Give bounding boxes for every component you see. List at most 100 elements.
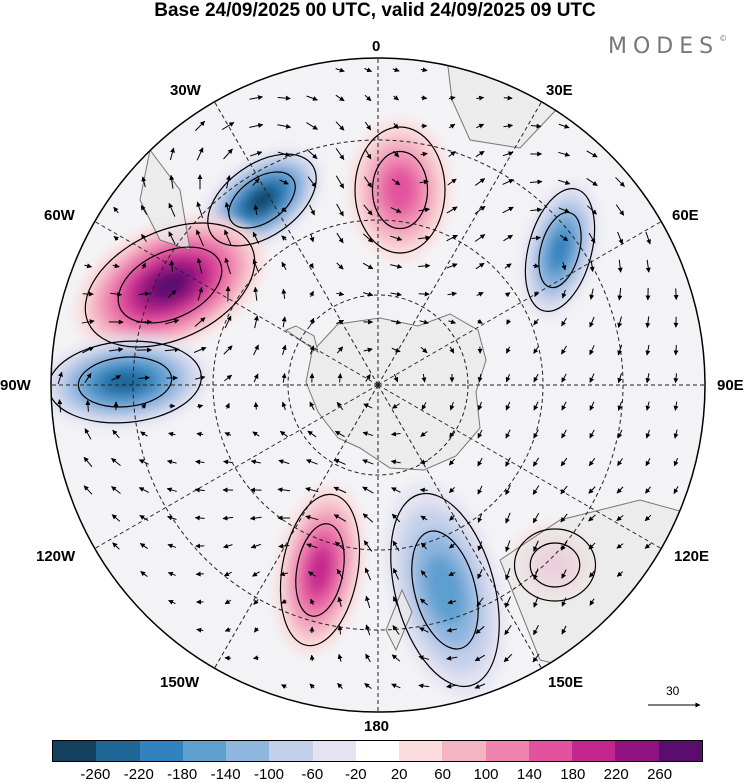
wind-vector <box>505 485 511 496</box>
lon-label-180: 180 <box>364 718 390 735</box>
wind-vector <box>474 654 486 662</box>
wind-vector <box>533 346 539 354</box>
wind-vector <box>253 344 259 356</box>
wind-vector <box>306 122 318 130</box>
streamline-loop <box>538 211 582 289</box>
wind-vector <box>533 373 539 383</box>
wind-vector <box>336 232 344 244</box>
streamline-loop <box>524 188 596 312</box>
wind-vector <box>362 459 374 465</box>
wind-vector <box>196 627 204 633</box>
wind-vector <box>249 515 262 521</box>
wind-vector <box>337 683 343 689</box>
wind-vector <box>644 514 652 522</box>
wind-vector <box>474 683 486 689</box>
wind-vector <box>224 315 232 329</box>
colorbar-tick-label: 260 <box>647 766 673 783</box>
wind-vector <box>420 151 428 157</box>
streamline-loop <box>390 492 500 688</box>
anomaly-south-atlantic-low <box>201 149 323 251</box>
wind-vector <box>335 148 345 161</box>
wind-vector <box>390 431 401 437</box>
wind-vector <box>532 263 540 269</box>
wind-vector <box>333 459 346 465</box>
wind-vector <box>194 375 206 381</box>
wind-vector <box>561 262 567 271</box>
wind-vector <box>673 288 679 301</box>
wind-vector <box>249 95 264 101</box>
wind-vector <box>588 458 596 467</box>
wind-vector <box>446 234 458 242</box>
colorbar-tick-label: -100 <box>253 766 285 783</box>
wind-vector <box>253 599 259 605</box>
wind-vector <box>560 513 568 523</box>
wind-vector <box>250 543 261 549</box>
wind-vector <box>169 147 175 161</box>
wind-vector <box>336 203 344 217</box>
wind-vector <box>141 262 146 270</box>
colorbar-tick-label: 180 <box>560 766 586 783</box>
anomaly-contour <box>151 271 189 299</box>
wind-vector <box>506 319 512 325</box>
wind-vector <box>530 179 543 185</box>
wind-vector <box>364 567 372 581</box>
wind-vector <box>477 401 483 411</box>
wind-vector <box>447 291 457 297</box>
wind-vector <box>168 599 176 605</box>
colorbar-swatch <box>182 741 227 761</box>
wind-vector <box>195 120 205 132</box>
wind-vector <box>364 683 372 689</box>
wind-vector <box>335 121 345 131</box>
wind-vector <box>589 373 595 383</box>
wind-vector <box>533 318 539 326</box>
wind-vector <box>57 371 63 385</box>
wind-vector <box>420 570 428 578</box>
wind-vector <box>305 487 319 493</box>
wind-vector <box>503 234 513 242</box>
wind-vector <box>363 347 373 353</box>
wind-vector <box>589 316 595 328</box>
wind-vector <box>111 375 122 381</box>
wind-vector <box>140 205 148 215</box>
wind-vector <box>252 655 259 661</box>
wind-vector <box>505 429 511 439</box>
wind-vector <box>250 151 263 157</box>
wind-vector <box>476 123 485 129</box>
wind-vector <box>138 487 149 493</box>
wind-vector <box>560 457 568 467</box>
wind-vector <box>365 373 371 382</box>
wind-vector <box>168 431 176 437</box>
wind-vector <box>617 429 623 439</box>
wind-vector <box>617 231 624 245</box>
wind-vector <box>615 177 625 187</box>
wind-vector <box>308 262 314 269</box>
wind-vector <box>645 429 651 439</box>
wind-vector <box>169 174 175 189</box>
wind-vector <box>449 543 455 549</box>
wind-vector <box>418 263 431 269</box>
wind-vector <box>165 318 180 325</box>
wind-vector <box>617 344 623 356</box>
wind-vector <box>645 401 651 411</box>
wind-vector <box>589 429 595 439</box>
wind-vector <box>112 429 120 439</box>
wind-vector <box>532 485 540 495</box>
wind-vector <box>109 347 124 353</box>
wind-vector <box>617 259 623 273</box>
wind-vector <box>306 148 318 160</box>
colorbar-swatch <box>53 741 97 761</box>
wind-vector <box>337 653 343 662</box>
wind-vector <box>277 123 292 129</box>
wind-vector <box>534 291 539 297</box>
wind-vector <box>448 123 456 129</box>
wind-vector <box>221 121 235 131</box>
wind-vector <box>112 263 120 269</box>
wind-vector <box>138 291 150 297</box>
anomaly-contour <box>383 166 417 214</box>
latitude-circle <box>287 294 469 476</box>
colorbar-swatch <box>442 741 486 761</box>
wind-vector <box>113 206 119 214</box>
wind-vector <box>502 206 514 214</box>
wind-vector <box>561 345 567 355</box>
wind-vector <box>336 291 345 297</box>
